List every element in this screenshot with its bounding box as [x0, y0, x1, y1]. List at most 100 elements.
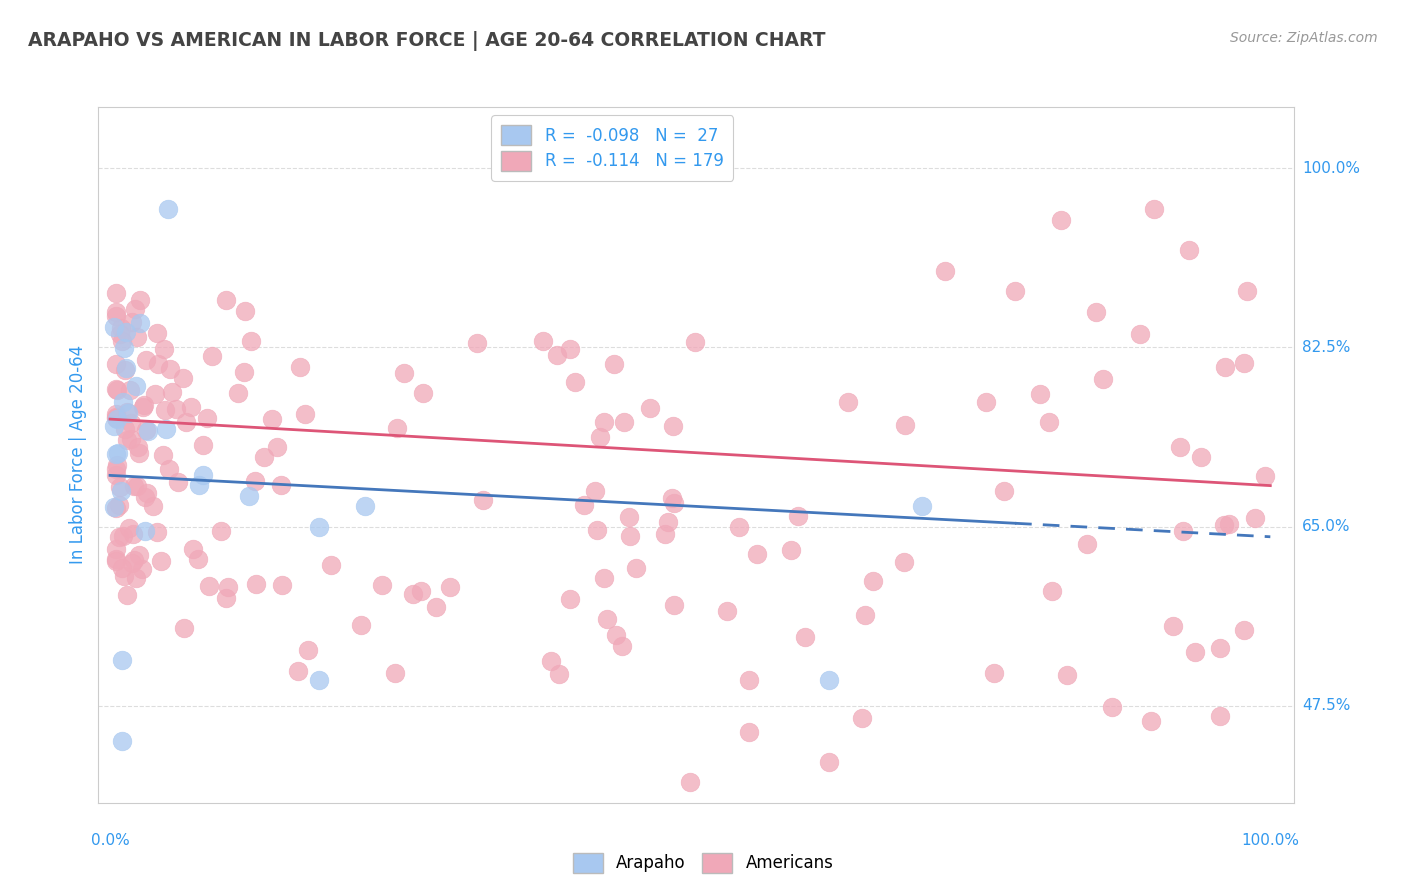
Point — [233, 303, 256, 318]
Point — [402, 586, 425, 600]
Point — [103, 419, 125, 434]
Point — [115, 360, 138, 375]
Point — [245, 576, 267, 591]
Point — [308, 519, 330, 533]
Point — [217, 580, 239, 594]
Point — [104, 551, 127, 566]
Point — [120, 433, 142, 447]
Point — [122, 553, 145, 567]
Point — [115, 325, 138, 339]
Point — [103, 320, 125, 334]
Point — [187, 552, 209, 566]
Point — [1212, 517, 1234, 532]
Text: 100.0%: 100.0% — [1241, 833, 1299, 848]
Point — [239, 334, 262, 349]
Point — [104, 467, 127, 482]
Point — [638, 401, 661, 415]
Point — [287, 664, 309, 678]
Point — [127, 330, 149, 344]
Point — [124, 302, 146, 317]
Point — [105, 412, 128, 426]
Point — [1101, 700, 1123, 714]
Point — [155, 403, 177, 417]
Point — [104, 305, 127, 319]
Point — [586, 523, 609, 537]
Point — [1189, 450, 1212, 464]
Point — [128, 316, 150, 330]
Point — [385, 421, 408, 435]
Point — [165, 402, 187, 417]
Point — [215, 293, 238, 308]
Point — [679, 775, 702, 789]
Point — [818, 673, 841, 687]
Point — [745, 547, 768, 561]
Point — [128, 293, 150, 307]
Point — [350, 618, 373, 632]
Point — [134, 524, 156, 538]
Point — [135, 486, 157, 500]
Point — [619, 529, 641, 543]
Text: 0.0%: 0.0% — [90, 833, 129, 848]
Legend: Arapaho, Americans: Arapaho, Americans — [567, 847, 839, 880]
Point — [934, 264, 956, 278]
Point — [1038, 415, 1060, 429]
Point — [103, 500, 125, 514]
Point — [596, 612, 619, 626]
Point — [308, 673, 330, 687]
Point — [112, 569, 135, 583]
Point — [465, 336, 488, 351]
Point — [108, 498, 131, 512]
Point — [593, 571, 616, 585]
Point — [619, 510, 641, 524]
Point — [110, 483, 132, 498]
Point — [253, 450, 276, 464]
Text: 82.5%: 82.5% — [1302, 340, 1350, 355]
Point — [142, 499, 165, 513]
Point — [976, 395, 998, 409]
Point — [173, 621, 195, 635]
Point — [245, 475, 267, 489]
Point — [728, 520, 751, 534]
Text: 47.5%: 47.5% — [1302, 698, 1350, 713]
Point — [143, 386, 166, 401]
Point — [471, 492, 494, 507]
Point — [128, 446, 150, 460]
Point — [108, 327, 131, 342]
Legend: R =  -0.098   N =  27, R =  -0.114   N = 179: R = -0.098 N = 27, R = -0.114 N = 179 — [491, 115, 734, 180]
Point — [104, 554, 127, 568]
Point — [564, 375, 586, 389]
Text: 65.0%: 65.0% — [1302, 519, 1350, 534]
Point — [270, 477, 292, 491]
Point — [589, 430, 612, 444]
Point — [114, 363, 136, 377]
Point — [662, 598, 685, 612]
Point — [115, 404, 138, 418]
Point — [1076, 537, 1098, 551]
Point — [226, 386, 249, 401]
Point — [146, 357, 169, 371]
Point — [983, 665, 1005, 680]
Point — [780, 542, 803, 557]
Point — [1184, 644, 1206, 658]
Point — [146, 524, 169, 539]
Point — [993, 483, 1015, 498]
Point — [612, 640, 634, 654]
Point — [818, 755, 841, 769]
Point — [128, 549, 150, 563]
Point — [425, 599, 447, 614]
Point — [547, 667, 569, 681]
Point — [371, 578, 394, 592]
Point — [134, 398, 156, 412]
Point — [558, 342, 581, 356]
Point — [1139, 714, 1161, 728]
Point — [104, 500, 127, 515]
Text: Source: ZipAtlas.com: Source: ZipAtlas.com — [1230, 31, 1378, 45]
Point — [155, 422, 177, 436]
Point — [716, 604, 738, 618]
Point — [558, 592, 581, 607]
Point — [1040, 583, 1063, 598]
Point — [862, 574, 884, 588]
Point — [851, 711, 873, 725]
Point — [131, 561, 153, 575]
Point — [117, 521, 139, 535]
